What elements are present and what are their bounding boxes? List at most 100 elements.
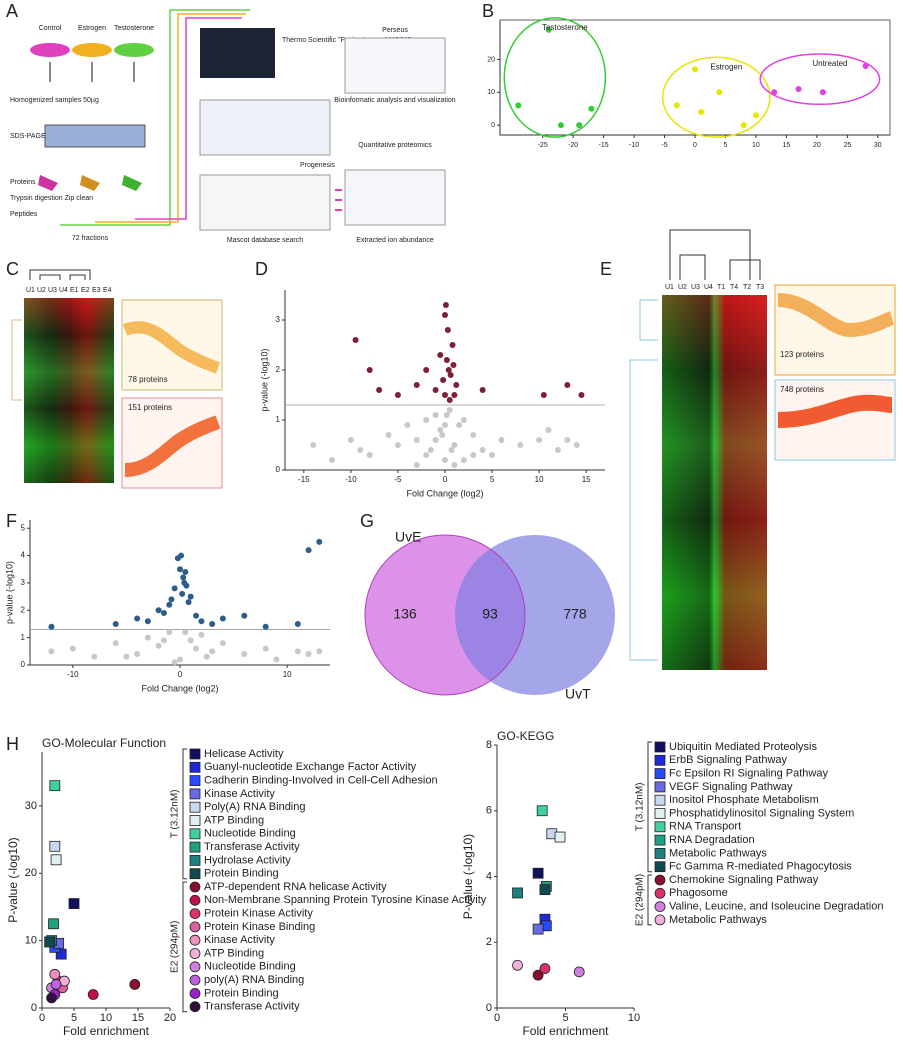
point <box>442 392 448 398</box>
x-tick-label: -5 <box>661 142 667 149</box>
point <box>573 966 585 978</box>
x-tick-label: 0 <box>178 670 183 679</box>
point <box>48 918 59 930</box>
point <box>160 610 167 617</box>
legend-label: Fc Epsilon RI Signaling Pathway <box>669 768 828 780</box>
dendrogram <box>629 299 658 661</box>
legend-key <box>189 881 201 893</box>
legend-key <box>654 808 666 819</box>
legend-label: Chemokine Signaling Pathway <box>669 874 819 886</box>
arrows <box>335 189 342 211</box>
point <box>578 392 585 398</box>
step-label: Trypsin digestion Zip clean <box>10 195 93 202</box>
panel-label: F <box>6 511 17 531</box>
legend-key <box>654 887 666 899</box>
point <box>442 457 448 463</box>
point <box>413 462 420 468</box>
x-tick-label: 10 <box>535 475 544 484</box>
column-label: U4 <box>704 284 713 291</box>
point <box>168 596 175 603</box>
y-tick-label: 3 <box>276 315 281 324</box>
x-tick-label: -10 <box>67 670 79 679</box>
series-label: Untreated <box>812 59 847 68</box>
legend-label: Nucleotide Binding <box>204 828 296 840</box>
y-tick-label: 10 <box>487 89 495 96</box>
step-label: Progenesis <box>300 162 336 169</box>
x-tick-label: 0 <box>443 475 448 484</box>
trend <box>777 293 895 338</box>
point <box>294 648 301 655</box>
point <box>539 963 551 974</box>
legend-label: Valine, Leucine, and Isoleucine Degradat… <box>669 901 883 913</box>
legend-key <box>189 761 201 773</box>
legend-label: Inositol Phosphate Metabolism <box>669 794 819 806</box>
point <box>446 397 453 403</box>
x-tick-label: 30 <box>874 142 882 149</box>
x-tick-label: 10 <box>100 1012 112 1024</box>
step-label: SDS-PAGE <box>10 133 46 140</box>
x-tick-label: -5 <box>394 475 402 484</box>
point <box>545 427 552 433</box>
y-tick-label: 4 <box>21 551 26 560</box>
column-label: E3 <box>92 287 101 294</box>
point <box>404 422 411 428</box>
point <box>440 377 447 383</box>
dendrogram <box>29 269 91 280</box>
point <box>144 634 151 641</box>
group-label: T (3.12nM) <box>170 789 181 838</box>
step-label: Bioinformatic analysis and visualization <box>334 97 455 104</box>
legend-key <box>189 855 201 866</box>
point <box>241 612 248 619</box>
point <box>451 462 458 468</box>
point <box>432 387 439 393</box>
y-tick-label: 6 <box>486 805 492 817</box>
x-tick-label: -15 <box>599 142 609 149</box>
panel-label: C <box>6 259 19 279</box>
point <box>241 651 248 658</box>
point <box>423 367 430 373</box>
screen <box>344 169 446 226</box>
point <box>182 568 189 575</box>
y-tick-label: 10 <box>25 935 37 947</box>
x-axis-title: Fold Change (log2) <box>141 683 218 693</box>
point <box>442 302 449 308</box>
point <box>489 452 496 458</box>
point <box>423 417 430 423</box>
legend-key <box>189 748 201 760</box>
heatmap-e: U1 U2 U3 U4 T1 T4 T2 T3 123 proteins 748… <box>629 229 896 670</box>
legend-label: Nucleotide Binding <box>204 961 296 973</box>
legend-key <box>189 868 201 880</box>
flow-line <box>60 9 250 226</box>
plot-frame <box>499 19 891 136</box>
point <box>50 854 62 866</box>
column-label: U2 <box>37 287 46 294</box>
panel-label: B <box>482 1 494 21</box>
legend-label: Transferase Activity <box>204 1001 300 1013</box>
point <box>352 337 359 343</box>
point <box>439 432 446 438</box>
y-axis-title: P-value (-log10) <box>461 834 475 919</box>
legend-label: ATP-dependent RNA helicase Activity <box>204 881 387 893</box>
point <box>178 552 185 559</box>
point <box>470 432 477 438</box>
point <box>134 615 141 622</box>
legend-key <box>189 775 201 786</box>
point <box>564 437 571 443</box>
point <box>456 422 463 428</box>
point <box>442 422 448 428</box>
point <box>444 327 451 333</box>
x-tick-label: -15 <box>298 475 310 484</box>
legend-key <box>654 848 666 859</box>
point <box>209 620 216 627</box>
region-count: 136 <box>393 606 417 622</box>
group-label: E2 (294pM) <box>635 874 646 926</box>
point <box>166 601 173 608</box>
group-label: T (3.12nM) <box>635 782 646 831</box>
legend-label: Guanyl-nucleotide Exchange Factor Activi… <box>204 761 417 773</box>
cluster-label: 748 proteins <box>780 385 824 394</box>
point <box>423 452 430 458</box>
x-tick-label: 5 <box>562 1012 568 1024</box>
x-tick-label: 15 <box>783 142 791 149</box>
legend-key <box>189 801 201 813</box>
chart-title: GO-Molecular Function <box>42 736 166 750</box>
